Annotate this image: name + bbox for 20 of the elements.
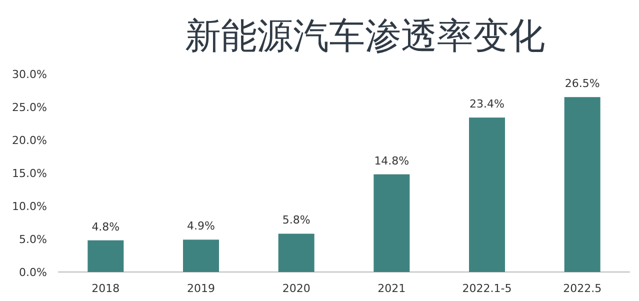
- y-tick-label: 30.0%: [12, 68, 47, 81]
- x-tick-label: 2021: [378, 282, 406, 295]
- data-label: 26.5%: [564, 77, 600, 90]
- y-tick-label: 20.0%: [12, 134, 47, 147]
- y-tick-label: 0.0%: [19, 266, 47, 279]
- data-label: 23.4%: [470, 98, 504, 111]
- y-tick-label: 25.0%: [12, 101, 47, 114]
- x-tick-label: 2019: [187, 282, 215, 295]
- y-tick-label: 10.0%: [12, 200, 47, 213]
- x-tick-label: 2018: [92, 282, 120, 295]
- y-tick-label: 5.0%: [19, 233, 47, 246]
- data-label: 5.8%: [282, 214, 310, 227]
- data-label: 14.8%: [374, 154, 410, 168]
- title: 新能源汽车渗透率变化: [185, 16, 545, 57]
- data-label: 4.9%: [187, 220, 215, 233]
- y-tick-label: 15.0%: [12, 167, 47, 180]
- data-label: 4.8%: [92, 220, 120, 234]
- x-tick-label: 2022.1-5: [462, 282, 512, 295]
- x-tick-label: 2020: [282, 282, 310, 295]
- x-tick-label: 2022.5: [563, 282, 602, 295]
